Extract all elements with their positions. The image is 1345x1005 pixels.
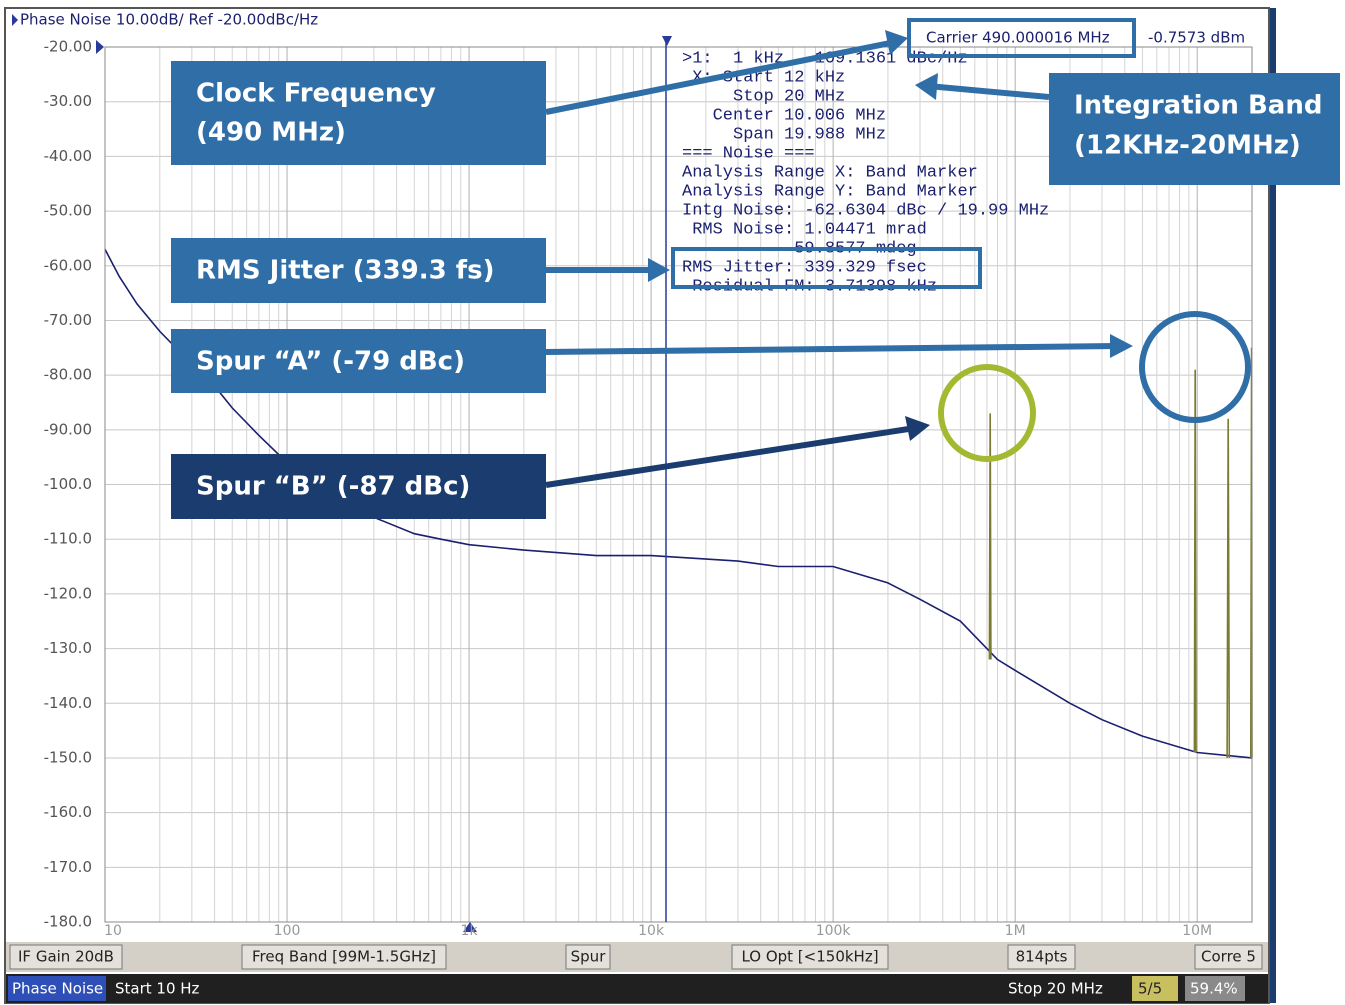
readout-line: Analysis Range X: Band Marker bbox=[682, 163, 978, 182]
plot-frame bbox=[104, 46, 1253, 923]
softkey[interactable] bbox=[1194, 944, 1263, 970]
softkey[interactable] bbox=[241, 944, 447, 970]
arrow bbox=[545, 425, 916, 488]
status-percent: 59.4% bbox=[1190, 980, 1238, 998]
x-tick-label: 100 bbox=[274, 923, 301, 939]
softkey[interactable] bbox=[565, 944, 611, 970]
x-tick-label: 10M bbox=[1182, 923, 1212, 939]
callout-box bbox=[171, 61, 546, 165]
arrow-head bbox=[1110, 334, 1133, 358]
readout-line: RMS Jitter: 339.329 fsec bbox=[682, 258, 927, 277]
arrow-head bbox=[648, 258, 670, 282]
callout-box bbox=[171, 238, 546, 303]
status-stop: Stop 20 MHz bbox=[1008, 980, 1103, 998]
softkeys: IF Gain 20dB Freq Band [99M-1.5GHz] Spur LO… bbox=[9, 944, 1263, 970]
softkey-label: Spur bbox=[571, 948, 607, 966]
arrow-head bbox=[905, 416, 930, 441]
readout-line: Intg Noise: -62.6304 dBc / 19.99 MHz bbox=[682, 201, 1049, 220]
y-tick-label: -140.0 bbox=[44, 694, 92, 712]
y-tick-label: -50.00 bbox=[44, 202, 92, 220]
x-tick-label: 1M bbox=[1005, 923, 1026, 939]
y-tick-label: -70.00 bbox=[44, 311, 92, 329]
softkey-label: LO Opt [<150kHz] bbox=[741, 948, 878, 966]
y-tick-label: -120.0 bbox=[44, 584, 92, 602]
x-tick-label: 10k bbox=[638, 923, 665, 939]
readout-line: RMS Noise: 1.04471 mrad bbox=[682, 220, 927, 239]
status-page-highlight bbox=[1132, 976, 1178, 1001]
callout-text: (12KHz-20MHz) bbox=[1074, 131, 1301, 161]
status-bar bbox=[6, 974, 1268, 1003]
softkey[interactable] bbox=[731, 944, 889, 970]
y-tick-label: -20.00 bbox=[44, 38, 92, 56]
spur-a-circle bbox=[1139, 311, 1251, 423]
callout-text: Spur “B” (-87 dBc) bbox=[196, 472, 470, 502]
callout-text: Integration Band bbox=[1074, 91, 1322, 121]
callout-text: Spur “A” (-79 dBc) bbox=[196, 347, 465, 377]
callout-text: (490 MHz) bbox=[196, 118, 346, 148]
marker-readout: >1: 1 kHz -109.1361 dBc/Hz X: Start 12 k… bbox=[682, 49, 1049, 296]
y-tick-label: -110.0 bbox=[44, 530, 92, 548]
arrow bbox=[545, 343, 1119, 355]
spur-b-circle bbox=[938, 364, 1036, 462]
ref-flag bbox=[96, 40, 104, 54]
status-start: Start 10 Hz bbox=[115, 980, 200, 998]
x-tick-label: 1k bbox=[461, 923, 479, 939]
readout-line: Analysis Range Y: Band Marker bbox=[682, 182, 978, 201]
readout-line: X: Start 12 kHz bbox=[682, 68, 845, 87]
jitter-highlight bbox=[671, 247, 982, 289]
x-tick-label: 10 bbox=[104, 923, 122, 939]
arrow bbox=[927, 83, 1050, 100]
readout-line: Span 19.988 MHz bbox=[682, 125, 886, 144]
status-percent-highlight bbox=[1185, 976, 1245, 1001]
status-page: 5/5 bbox=[1138, 980, 1162, 998]
window-edge bbox=[1270, 8, 1276, 1003]
softkey-label: Corre 5 bbox=[1201, 948, 1256, 966]
arrow-head bbox=[885, 30, 908, 55]
title-flag bbox=[12, 14, 18, 26]
carrier-power: -0.7573 dBm bbox=[1148, 29, 1245, 47]
readout-line: Center 10.006 MHz bbox=[682, 106, 886, 125]
softkey[interactable] bbox=[9, 944, 123, 970]
y-tick-label: -80.00 bbox=[44, 366, 92, 384]
readout-line: === Noise === bbox=[682, 144, 815, 163]
softkey-bar bbox=[6, 942, 1268, 972]
y-tick-label: -40.00 bbox=[44, 147, 92, 165]
softkey-label: IF Gain 20dB bbox=[18, 948, 114, 966]
arrow bbox=[545, 39, 896, 115]
y-tick-label: -170.0 bbox=[44, 858, 92, 876]
y-tick-label: -130.0 bbox=[44, 639, 92, 657]
y-tick-label: -30.00 bbox=[44, 92, 92, 110]
softkey[interactable] bbox=[1007, 944, 1076, 970]
arrow-head bbox=[915, 73, 938, 100]
y-tick-label: -160.0 bbox=[44, 803, 92, 821]
callout-text: Clock Frequency bbox=[196, 79, 436, 109]
callout-box bbox=[171, 454, 546, 519]
x-tick-label: 100k bbox=[816, 923, 852, 939]
y-tick-label: -180.0 bbox=[44, 913, 92, 931]
trace bbox=[988, 413, 992, 660]
status-mode[interactable]: Phase Noise bbox=[12, 980, 103, 998]
band-marker-flag bbox=[662, 36, 672, 46]
readout-line: Stop 20 MHz bbox=[682, 87, 845, 106]
softkey-label: 814pts bbox=[1016, 948, 1068, 966]
carrier-readout: Carrier 490.000016 MHz bbox=[926, 29, 1110, 47]
callout-text: RMS Jitter (339.3 fs) bbox=[196, 256, 494, 286]
y-tick-label: -100.0 bbox=[44, 475, 92, 493]
carrier-highlight bbox=[907, 18, 1136, 58]
callout-box bbox=[171, 329, 546, 393]
y-tick-label: -60.00 bbox=[44, 256, 92, 274]
trace bbox=[1226, 418, 1231, 758]
callout-box bbox=[1049, 73, 1340, 185]
status-mode-highlight bbox=[8, 976, 106, 1001]
y-tick-label: -150.0 bbox=[44, 748, 92, 766]
header-title: Phase Noise 10.00dB/ Ref -20.00dBc/Hz bbox=[20, 11, 318, 29]
y-tick-label: -90.00 bbox=[44, 420, 92, 438]
marker-flag bbox=[463, 922, 477, 932]
softkey-label: Freq Band [99M-1.5GHz] bbox=[252, 948, 436, 966]
trace bbox=[1193, 369, 1197, 753]
